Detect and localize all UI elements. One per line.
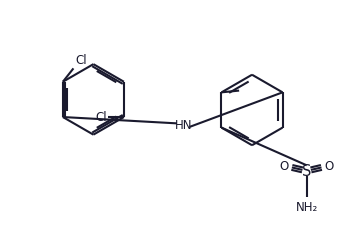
Text: HN: HN [174, 119, 192, 132]
Text: Cl: Cl [95, 111, 107, 123]
Text: O: O [280, 160, 289, 173]
Text: NH₂: NH₂ [295, 201, 318, 214]
Text: O: O [324, 160, 334, 173]
Text: S: S [302, 164, 312, 179]
Text: Cl: Cl [75, 54, 87, 67]
